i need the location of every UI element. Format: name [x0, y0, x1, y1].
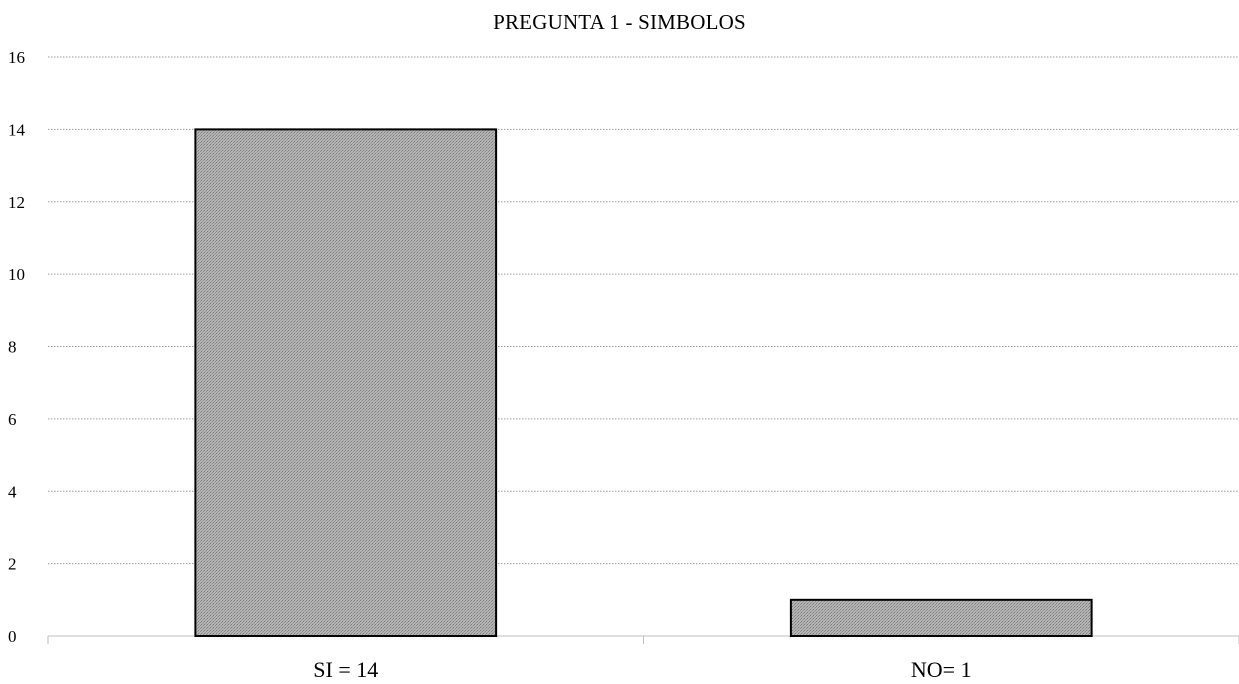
- y-tick-label: 10: [8, 265, 25, 284]
- y-tick-label: 2: [8, 555, 17, 574]
- y-tick-label: 8: [8, 338, 17, 357]
- x-category-label: NO= 1: [911, 657, 972, 682]
- y-axis-ticks: 0 2 4 6 8 10 12 14 16: [8, 48, 26, 646]
- y-tick-label: 6: [8, 410, 17, 429]
- y-tick-label: 0: [8, 627, 17, 646]
- bar: [789, 598, 1093, 637]
- y-tick-label: 12: [8, 193, 25, 212]
- x-category-label: SI = 14: [313, 657, 378, 682]
- x-axis-labels: SI = 14 NO= 1: [313, 657, 971, 682]
- y-tick-label: 4: [8, 482, 17, 501]
- bar: [194, 128, 498, 637]
- chart-title: PREGUNTA 1 - SIMBOLOS: [493, 10, 746, 34]
- bars: [194, 128, 1093, 637]
- y-tick-label: 16: [8, 48, 25, 67]
- y-tick-label: 14: [8, 120, 26, 139]
